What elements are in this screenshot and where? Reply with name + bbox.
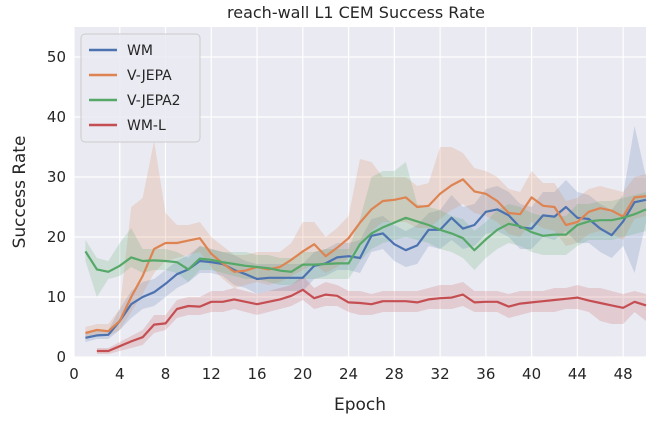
band-v-jepa bbox=[85, 141, 646, 339]
x-axis-label: Epoch bbox=[334, 395, 386, 415]
legend-label: V-JEPA bbox=[127, 68, 172, 84]
y-tick-label: 0 bbox=[56, 348, 66, 366]
line-v-jepa bbox=[85, 178, 647, 335]
y-tick-label: 40 bbox=[47, 108, 66, 126]
legend-label: WM bbox=[127, 43, 153, 59]
y-axis-label: Success Rate bbox=[10, 136, 30, 249]
x-axis-ticks: 0 4 8 12 16 20 24 28 32 36 40 44 48 bbox=[69, 365, 632, 383]
line-wm bbox=[85, 198, 647, 339]
line-wm-l bbox=[96, 288, 647, 353]
x-tick-label: 44 bbox=[568, 365, 587, 383]
x-tick-label: 36 bbox=[476, 365, 495, 383]
y-tick-label: 20 bbox=[47, 228, 66, 246]
x-tick-label: 32 bbox=[431, 365, 450, 383]
legend-label: V-JEPA2 bbox=[127, 93, 181, 109]
x-tick-label: 48 bbox=[614, 365, 633, 383]
x-tick-label: 0 bbox=[69, 365, 79, 383]
x-tick-label: 20 bbox=[293, 365, 312, 383]
x-tick-label: 8 bbox=[161, 365, 171, 383]
y-tick-label: 30 bbox=[47, 168, 66, 186]
x-tick-label: 28 bbox=[385, 365, 404, 383]
x-tick-label: 4 bbox=[115, 365, 125, 383]
x-tick-label: 24 bbox=[339, 365, 358, 383]
legend-box bbox=[80, 33, 201, 143]
chart-title: reach-wall L1 CEM Success Rate bbox=[227, 3, 485, 22]
y-tick-label: 50 bbox=[47, 48, 66, 66]
legend: WM V-JEPA V-JEPA2 WM-L bbox=[80, 33, 201, 143]
x-tick-label: 12 bbox=[202, 365, 221, 383]
y-tick-label: 10 bbox=[47, 288, 66, 306]
y-axis-ticks: 0 10 20 30 40 50 bbox=[47, 48, 66, 366]
band-wm bbox=[85, 126, 646, 342]
x-tick-label: 40 bbox=[522, 365, 541, 383]
series-lines bbox=[84, 178, 647, 353]
legend-label: WM-L bbox=[127, 118, 166, 134]
line-v-jepa2 bbox=[84, 208, 647, 273]
x-tick-label: 16 bbox=[247, 365, 266, 383]
band-wm-l bbox=[96, 276, 646, 354]
